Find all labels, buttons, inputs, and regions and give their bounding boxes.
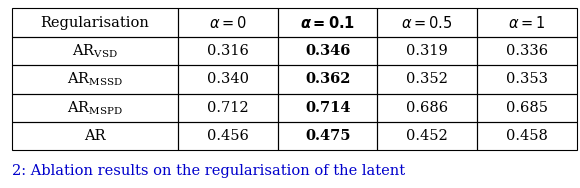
Bar (278, 94, 378, 122)
Bar (477, 65, 577, 94)
Text: AR$_{\mathregular{MSPD}}$: AR$_{\mathregular{MSPD}}$ (67, 99, 123, 117)
Text: 0.458: 0.458 (506, 129, 548, 143)
Text: 0.362: 0.362 (305, 72, 350, 86)
Bar (179, 37, 278, 65)
Text: 0.340: 0.340 (207, 72, 249, 86)
Bar (378, 37, 477, 65)
Text: $\alpha = 0$: $\alpha = 0$ (209, 15, 247, 31)
Bar (378, 122, 477, 150)
Text: 0.319: 0.319 (407, 44, 448, 58)
Text: 0.352: 0.352 (407, 72, 448, 86)
Bar (12, 37, 179, 65)
Bar (378, 65, 477, 94)
Text: 0.456: 0.456 (207, 129, 249, 143)
Bar (278, 122, 378, 150)
Text: 0.686: 0.686 (406, 101, 448, 115)
Bar (378, 94, 477, 122)
Text: $\boldsymbol{\alpha = 0.1}$: $\boldsymbol{\alpha = 0.1}$ (300, 15, 355, 31)
Text: 0.452: 0.452 (407, 129, 448, 143)
Text: Regularisation: Regularisation (41, 16, 150, 30)
Text: $\alpha = 1$: $\alpha = 1$ (508, 15, 546, 31)
Text: $\alpha = 0.5$: $\alpha = 0.5$ (401, 15, 453, 31)
Text: AR$_{\mathregular{MSSD}}$: AR$_{\mathregular{MSSD}}$ (67, 70, 123, 88)
Bar (278, 8, 378, 37)
Text: 0.353: 0.353 (506, 72, 548, 86)
Bar (179, 65, 278, 94)
Bar (278, 65, 378, 94)
Bar (12, 8, 179, 37)
Bar (12, 65, 179, 94)
Text: 0.316: 0.316 (207, 44, 249, 58)
Bar (12, 94, 179, 122)
Bar (477, 94, 577, 122)
Bar (477, 37, 577, 65)
Bar (477, 122, 577, 150)
Text: 0.475: 0.475 (305, 129, 350, 143)
Bar (477, 8, 577, 37)
Text: 0.685: 0.685 (506, 101, 548, 115)
Text: 2: Ablation results on the regularisation of the latent: 2: Ablation results on the regularisatio… (12, 164, 405, 178)
Text: AR: AR (84, 129, 106, 143)
Text: 0.336: 0.336 (506, 44, 548, 58)
Bar (179, 94, 278, 122)
Text: 0.714: 0.714 (305, 101, 350, 115)
Bar (12, 122, 179, 150)
Text: 0.346: 0.346 (305, 44, 350, 58)
Text: 0.712: 0.712 (208, 101, 249, 115)
Bar (179, 122, 278, 150)
Text: AR$_{\mathregular{VSD}}$: AR$_{\mathregular{VSD}}$ (72, 42, 118, 60)
Bar (378, 8, 477, 37)
Bar (278, 37, 378, 65)
Bar (179, 8, 278, 37)
